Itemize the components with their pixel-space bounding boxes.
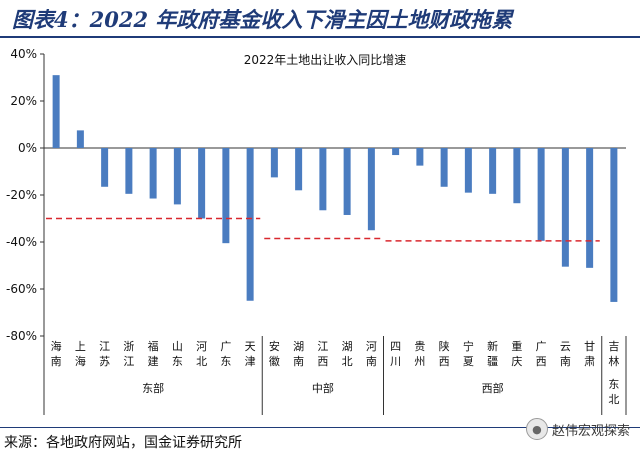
bar-河北 <box>198 148 206 219</box>
bar-贵州 <box>416 148 424 166</box>
y-tick-label: -40% <box>6 235 37 249</box>
category-label: 安徽 <box>269 339 280 368</box>
chart-title: 2022年土地出让收入同比增速 <box>244 53 407 67</box>
category-label: 上海 <box>75 340 86 368</box>
category-label: 湖北 <box>342 340 353 368</box>
chart-heading: 图表4：2022 年政府基金收入下滑主因土地财政拖累 <box>12 7 513 32</box>
group-label: 中部 <box>312 381 334 395</box>
y-tick-label: 20% <box>10 94 37 108</box>
category-label: 广东 <box>220 340 231 368</box>
y-tick-label: -60% <box>6 282 37 296</box>
category-label: 江西 <box>317 340 328 368</box>
header-rule <box>0 36 640 38</box>
category-label: 重庆 <box>511 339 522 368</box>
category-label: 河南 <box>366 340 377 368</box>
chart-header: 图表4：2022 年政府基金收入下滑主因土地财政拖累 <box>0 0 640 38</box>
bar-江西 <box>319 148 327 211</box>
bar-新疆 <box>489 148 497 194</box>
category-label: 山东 <box>172 340 183 368</box>
category-label: 海南 <box>51 339 62 368</box>
bar-浙江 <box>125 148 133 194</box>
category-label: 宁夏 <box>463 339 474 368</box>
category-label: 甘肃 <box>584 340 595 368</box>
bar-云南 <box>561 148 569 267</box>
category-label: 四川 <box>390 340 401 368</box>
category-label: 福建 <box>148 339 159 368</box>
category-label: 广西 <box>536 340 547 368</box>
category-label: 新疆 <box>487 339 498 368</box>
category-label: 浙江 <box>123 340 134 368</box>
source-note: 来源：各地政府网站，国金证券研究所 <box>4 435 242 451</box>
category-label: 天津 <box>245 340 256 368</box>
bar-河南 <box>367 148 375 231</box>
bar-广东 <box>222 148 230 244</box>
group-label: 西部 <box>482 381 504 395</box>
bar-湖南 <box>295 148 303 191</box>
bar-福建 <box>149 148 157 199</box>
bar-重庆 <box>513 148 521 204</box>
y-tick-label: 0% <box>18 141 37 155</box>
category-label: 贵州 <box>414 340 425 368</box>
watermark-text: 赵伟宏观探索 <box>551 423 630 439</box>
bar-上海 <box>76 130 84 148</box>
group-label: 东北 <box>608 378 619 406</box>
y-tick-label: 40% <box>10 47 37 61</box>
category-label: 江苏 <box>99 340 110 368</box>
bar-海南 <box>52 75 60 148</box>
bar-广西 <box>537 148 545 241</box>
category-label: 陕西 <box>439 339 450 368</box>
bar-山东 <box>173 148 181 205</box>
category-label: 湖南 <box>293 340 304 368</box>
footer-rule <box>0 427 640 428</box>
watermark: ● 赵伟宏观探索 <box>525 418 630 440</box>
bar-吉林 <box>610 148 618 302</box>
category-label: 河北 <box>196 340 207 368</box>
bar-四川 <box>392 148 400 156</box>
category-label: 云南 <box>560 340 571 368</box>
wechat-icon: ● <box>525 418 548 440</box>
bar-甘肃 <box>586 148 594 268</box>
bar-陕西 <box>440 148 448 187</box>
group-label: 东部 <box>142 381 164 395</box>
bar-宁夏 <box>464 148 472 193</box>
bar-安徽 <box>270 148 278 178</box>
category-label: 吉林 <box>608 340 619 368</box>
y-tick-label: -20% <box>6 188 37 202</box>
bar-湖北 <box>343 148 351 215</box>
y-tick-label: -80% <box>6 329 37 343</box>
bar-江苏 <box>101 148 109 187</box>
bar-chart: 40% 20% 0% -20% -40% -60% -80% 2022年土地出让收入同比增速海… <box>6 47 627 415</box>
bar-天津 <box>246 148 254 301</box>
